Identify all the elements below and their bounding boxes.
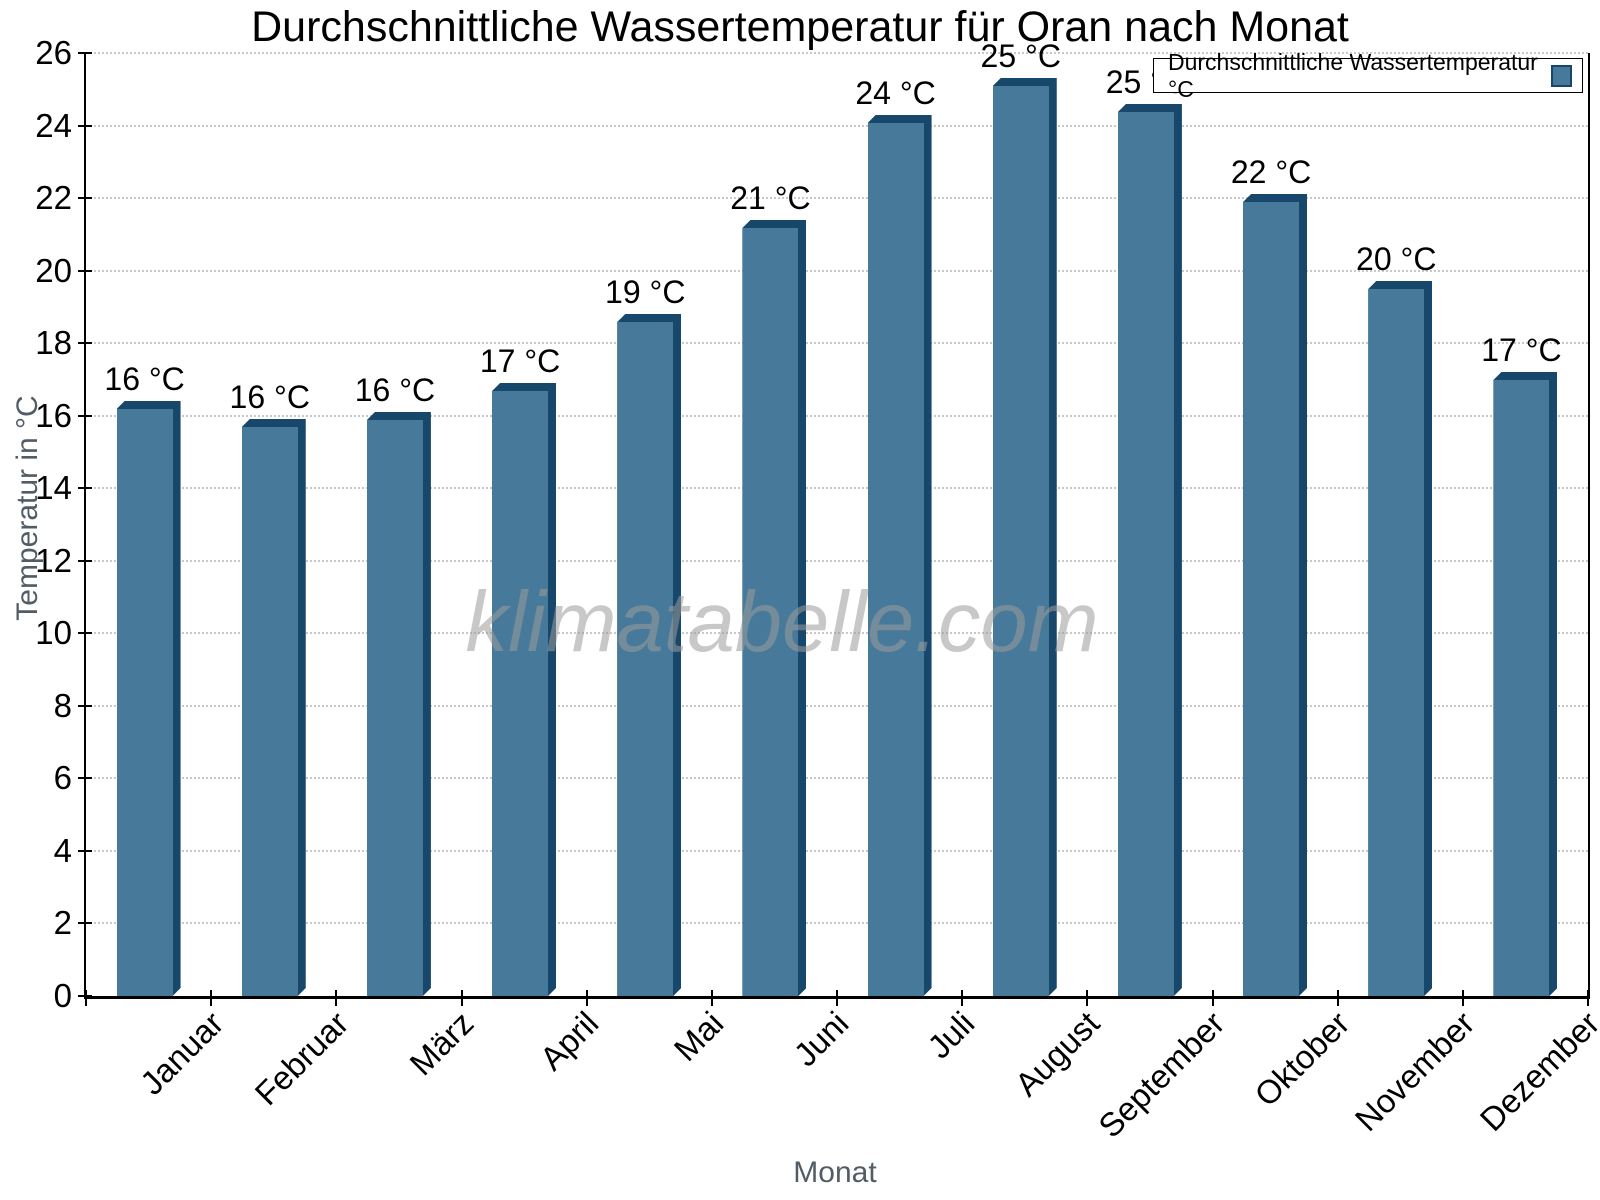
legend-label: Durchschnittliche Wassertemperatur °C xyxy=(1168,48,1538,102)
x-tick-mark xyxy=(1086,990,1089,1006)
bar-value-label: 19 °C xyxy=(605,274,686,310)
bar-face xyxy=(242,427,298,996)
y-axis-title: Temperatur in °C xyxy=(11,395,44,621)
bar-value-label: 16 °C xyxy=(229,379,310,415)
y-tick-mark xyxy=(78,777,92,780)
y-tick-label: 2 xyxy=(53,904,72,942)
y-tick-label: 6 xyxy=(53,759,72,797)
y-tick-label: 0 xyxy=(53,977,72,1014)
bar-face xyxy=(367,420,423,996)
legend-swatch-icon xyxy=(1550,64,1572,87)
y-tick-label: 10 xyxy=(35,614,72,652)
x-tick-mark xyxy=(1461,990,1464,1006)
bar-face xyxy=(1368,289,1424,996)
x-axis-title: Monat xyxy=(793,1156,877,1189)
x-tick-mark xyxy=(710,990,713,1006)
bar-value-label: 17 °C xyxy=(479,343,561,379)
x-tick-mark xyxy=(335,990,338,1006)
bar-januar[interactable] xyxy=(117,401,181,996)
y-tick-mark xyxy=(78,849,92,852)
y-tick-mark xyxy=(78,124,92,127)
x-tick-mark xyxy=(1211,990,1214,1006)
bar-dezember[interactable] xyxy=(1493,372,1557,996)
y-tick-label: 16 xyxy=(35,396,72,434)
bar-august[interactable] xyxy=(993,78,1057,996)
y-gridline xyxy=(86,269,1588,272)
bar-value-label: 21 °C xyxy=(730,180,811,216)
bar-face xyxy=(617,322,673,996)
y-tick-mark xyxy=(78,704,92,707)
y-tick-label: 18 xyxy=(35,324,72,362)
y-gridline xyxy=(86,197,1588,200)
y-tick-mark xyxy=(78,414,92,417)
y-gridline xyxy=(86,632,1588,635)
bar-face xyxy=(117,409,173,996)
chart-title: Durchschnittliche Wassertemperatur für O… xyxy=(251,3,1349,51)
y-gridline xyxy=(86,704,1588,707)
y-tick-mark xyxy=(78,269,92,272)
bar-februar[interactable] xyxy=(242,419,306,996)
y-tick-label: 12 xyxy=(35,541,72,579)
bar-face xyxy=(1118,112,1174,996)
y-tick-mark xyxy=(78,342,92,345)
x-tick-mark xyxy=(585,990,588,1006)
y-tick-label: 24 xyxy=(35,106,72,144)
y-gridline xyxy=(86,777,1588,780)
y-gridline xyxy=(86,922,1588,925)
bar-november[interactable] xyxy=(1368,281,1432,996)
bar-value-label: 16 °C xyxy=(104,361,185,397)
bar-juni[interactable] xyxy=(742,220,806,996)
bar-juli[interactable] xyxy=(868,115,932,996)
x-tick-mark xyxy=(836,990,838,1006)
x-tick-mark xyxy=(1587,990,1589,1006)
bar-face xyxy=(742,228,798,996)
bar-face xyxy=(492,391,548,996)
y-tick-label: 4 xyxy=(53,831,72,869)
y-tick-label: 26 xyxy=(35,34,72,71)
y-tick-label: 14 xyxy=(35,469,72,507)
y-tick-mark xyxy=(78,559,92,562)
x-tick-mark xyxy=(961,990,964,1006)
y-tick-label: 8 xyxy=(53,686,72,724)
bar-april[interactable] xyxy=(492,383,556,996)
bar-september[interactable] xyxy=(1118,104,1182,996)
bar-value-label: 25 °C xyxy=(980,38,1061,74)
bar-oktober[interactable] xyxy=(1243,194,1307,996)
bar-face xyxy=(1493,380,1549,996)
bar-value-label: 17 °C xyxy=(1481,332,1562,368)
y-tick-mark xyxy=(78,922,92,925)
y-gridline xyxy=(86,124,1588,127)
bar-value-label: 24 °C xyxy=(855,75,936,111)
bar-value-label: 22 °C xyxy=(1230,154,1312,190)
bar-value-label: 20 °C xyxy=(1356,241,1437,277)
y-tick-mark xyxy=(78,632,92,635)
x-tick-mark xyxy=(1336,990,1339,1006)
legend[interactable]: Durchschnittliche Wassertemperatur °C xyxy=(1153,49,1583,102)
bar-face xyxy=(1243,202,1299,996)
y-gridline xyxy=(86,52,1588,55)
y-gridline xyxy=(86,342,1588,345)
y-tick-mark xyxy=(78,487,92,490)
y-tick-mark xyxy=(78,197,92,200)
y-gridline xyxy=(86,487,1588,490)
y-gridline xyxy=(86,414,1588,417)
bar-mai[interactable] xyxy=(617,314,681,996)
x-tick-mark xyxy=(460,990,463,1006)
y-tick-label: 20 xyxy=(35,251,72,289)
y-gridline xyxy=(86,849,1588,852)
y-gridline xyxy=(86,559,1588,562)
y-tick-mark xyxy=(78,52,92,55)
bar-face xyxy=(993,86,1049,996)
bar-value-label: 16 °C xyxy=(354,372,436,408)
x-tick-mark xyxy=(85,990,87,1006)
bar-face xyxy=(868,123,924,996)
y-tick-label: 22 xyxy=(35,179,72,217)
bar-märz[interactable] xyxy=(367,412,431,996)
plot-area: klimatabelle.com 0 2 4 6 8 10 12 14 16 18 20 22 24 26… xyxy=(35,36,1600,1145)
x-tick-mark xyxy=(210,990,213,1006)
